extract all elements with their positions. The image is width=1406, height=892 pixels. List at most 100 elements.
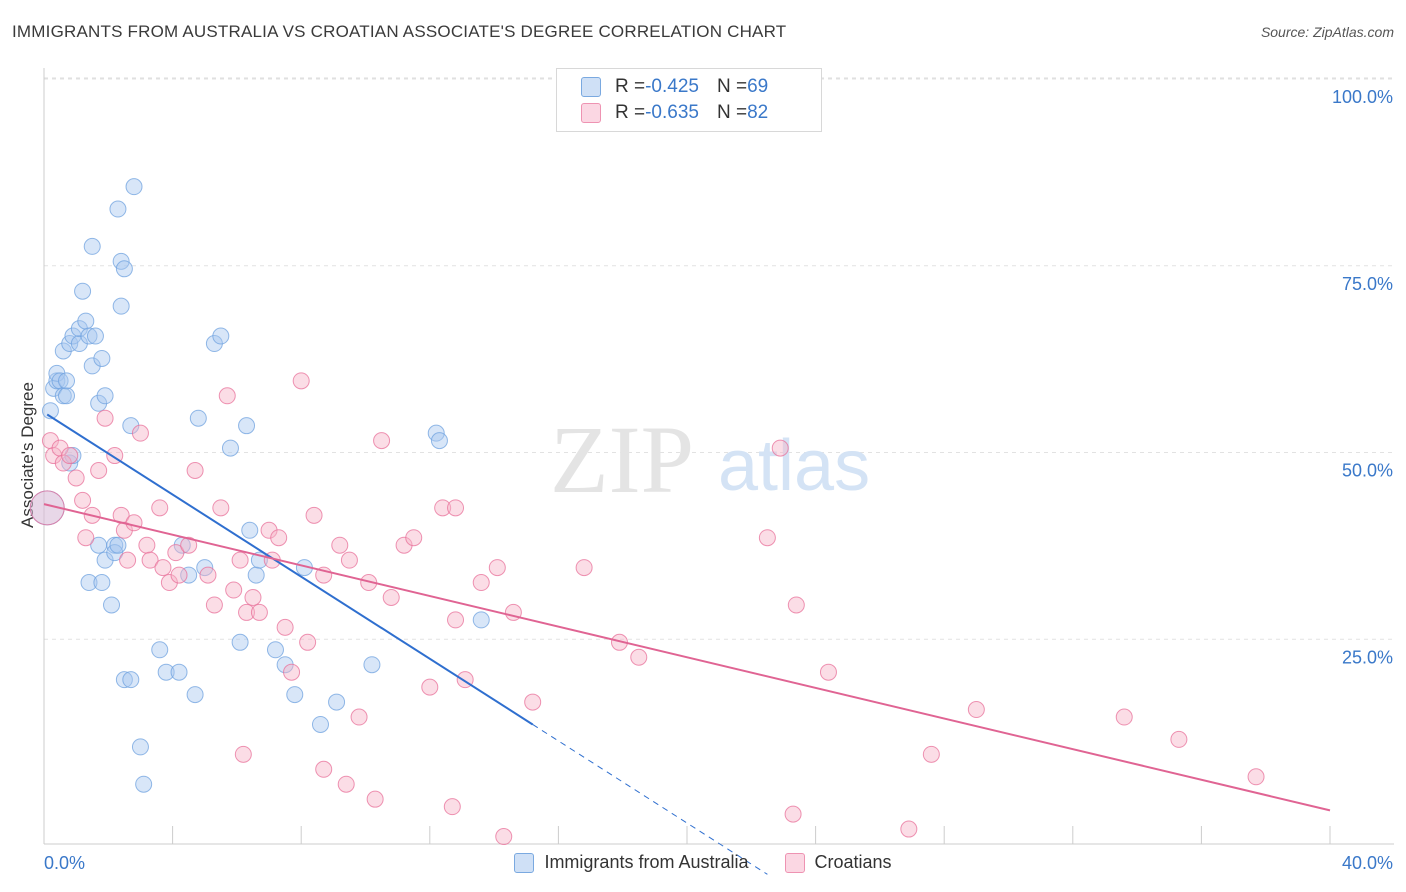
croatians-point [434, 499, 452, 517]
croatians-point [366, 790, 384, 808]
y-tick-label: 100.0% [1332, 87, 1393, 107]
croatians-point [218, 387, 236, 405]
croatians-point [250, 603, 268, 621]
croatians-point [167, 544, 185, 562]
australia-point [83, 237, 101, 255]
croatians-point [421, 678, 439, 696]
croatians-point [373, 432, 391, 450]
croatians-point [234, 745, 252, 763]
croatians-point [186, 462, 204, 479]
legend-r-value: -0.635 [645, 102, 699, 123]
croatians-point [170, 566, 188, 584]
y-tick-label: 50.0% [1342, 461, 1393, 481]
australia-point [241, 521, 259, 539]
croatians-point [630, 648, 648, 666]
australia-point [80, 574, 98, 592]
legend-n-label: N = [716, 102, 748, 123]
croatians-point [96, 409, 114, 427]
australia-point [238, 417, 256, 435]
series-croatians-points [29, 372, 1265, 846]
bottom-legend-item-croatians[interactable]: Croatians [784, 852, 892, 873]
australia-point [286, 686, 304, 704]
source-label: Source: ZipAtlas.com [1260, 24, 1394, 40]
croatians-point [575, 559, 593, 577]
legend-swatch-australia [581, 77, 601, 97]
croatians-point [758, 529, 776, 547]
australia-point [180, 566, 198, 584]
australia-point [363, 656, 381, 674]
x-tick-label-max: 40.0% [1342, 853, 1393, 873]
croatians-point [337, 775, 355, 793]
croatians-point [331, 536, 349, 554]
legend-swatch-croatians [581, 103, 601, 123]
croatians-point [340, 551, 358, 569]
croatians-point [125, 514, 143, 532]
australia-point [247, 566, 265, 584]
croatians-point [447, 499, 465, 517]
australia-point [221, 439, 239, 457]
croatians-point [283, 663, 301, 681]
croatians-point [405, 529, 423, 547]
croatians-point [771, 439, 789, 457]
australia-point [266, 641, 284, 659]
croatians-point [180, 536, 198, 554]
legend-row-croatians: R = -0.635 N = 82 [581, 101, 768, 125]
croatians-point [225, 581, 243, 599]
legend-n-label: N = [716, 76, 748, 97]
bottom-legend-item-australia[interactable]: Immigrants from Australia [514, 852, 749, 873]
croatians-point [276, 618, 294, 636]
y-tick-labels: 25.0% 50.0% 75.0% 100.0% [1332, 87, 1393, 667]
australia-point [58, 387, 76, 405]
australia-point [131, 738, 149, 756]
bottom-legend-label-australia: Immigrants from Australia [544, 852, 749, 872]
croatians-point [819, 663, 837, 681]
australia-point [157, 663, 175, 681]
croatians-point [238, 603, 256, 621]
croatians-point [472, 574, 490, 592]
australia-point [77, 312, 95, 330]
croatians-point [305, 506, 323, 524]
croatians-point [119, 551, 137, 569]
australia-point [41, 402, 59, 420]
australia-point [231, 633, 249, 651]
croatians-point [350, 708, 368, 726]
trend-line-australia-extension [532, 724, 768, 875]
australia-point [80, 327, 98, 345]
legend-n-value: 69 [747, 76, 769, 97]
bottom-legend-swatch-australia [514, 852, 535, 873]
croatians-point [131, 424, 149, 442]
croatians-point [29, 490, 65, 526]
trend-line-croatians [43, 503, 1331, 812]
croatians-point [443, 798, 461, 816]
legend-r-label: R = [615, 102, 646, 123]
australia-point [58, 372, 76, 390]
australia-point [115, 260, 133, 278]
croatians-point [967, 701, 985, 719]
watermark-atlas: atlas [718, 426, 870, 506]
australia-point [430, 432, 448, 450]
croatians-point [1115, 708, 1133, 726]
croatians-point [67, 469, 85, 487]
legend-box: R = -0.425 N = 69 R = -0.635 N = 82 [556, 68, 822, 132]
croatians-point [315, 760, 333, 778]
australia-point [96, 387, 114, 405]
croatians-point [299, 633, 317, 651]
chart-title: IMMIGRANTS FROM AUSTRALIA VS CROATIAN AS… [12, 22, 787, 41]
australia-point [135, 775, 153, 793]
croatians-point [90, 462, 108, 479]
x-ticks [43, 826, 1331, 844]
australia-point [74, 282, 92, 300]
legend-r-label: R = [615, 76, 646, 97]
australia-point [86, 327, 104, 345]
y-axis-label: Associate's Degree [18, 382, 37, 528]
series-australia-points [29, 178, 490, 793]
australia-point [115, 671, 133, 689]
x-tick-label-min: 0.0% [44, 853, 85, 873]
legend-row-australia: R = -0.425 N = 69 [581, 75, 768, 99]
croatians-point [922, 745, 940, 763]
trend-line-australia [46, 413, 534, 726]
watermark: ZIP atlas [550, 406, 870, 513]
bottom-legend-swatch-croatians [784, 852, 805, 873]
australia-point [311, 715, 329, 733]
